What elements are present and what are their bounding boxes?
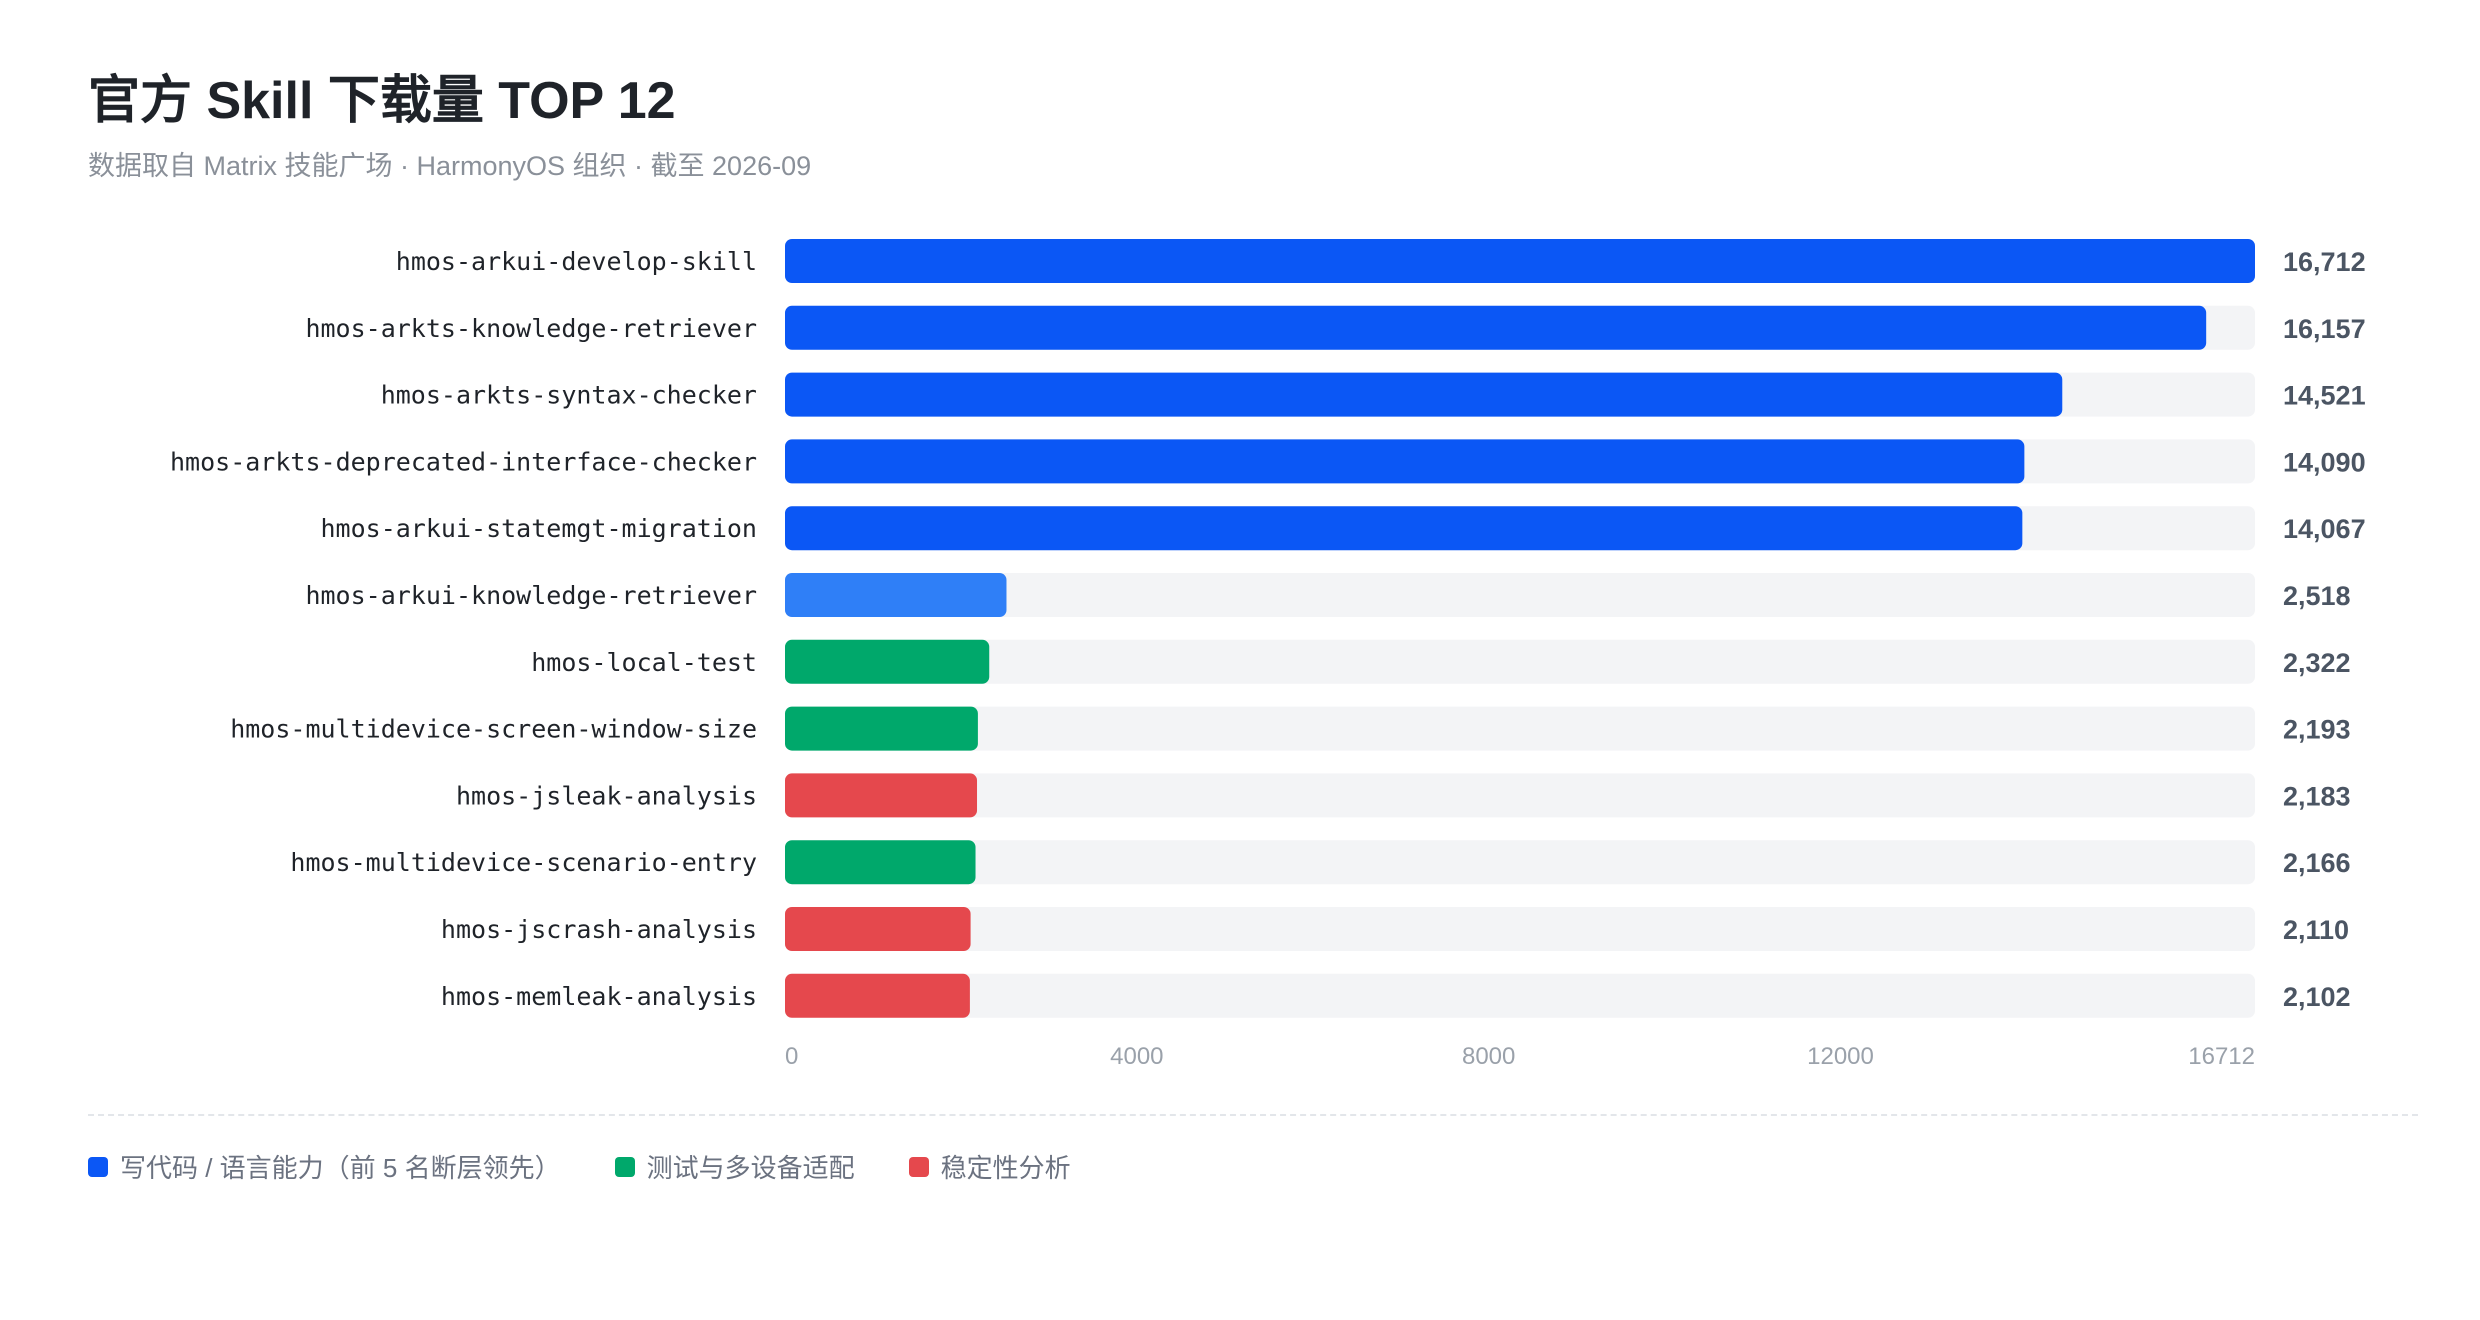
bar-track [785, 840, 2255, 885]
bar-category-label: hmos-arkts-knowledge-retriever [305, 314, 757, 343]
bar-value-label: 16,157 [2283, 314, 2366, 344]
legend-item-testing: 测试与多设备适配 [614, 1148, 855, 1185]
x-tick-label: 4000 [1110, 1043, 1163, 1070]
bar-track [785, 773, 2255, 818]
bar [785, 773, 978, 818]
legend-divider [88, 1114, 2418, 1116]
bar-category-label: hmos-jsleak-analysis [456, 781, 757, 810]
bar [785, 973, 970, 1018]
bar-track [785, 706, 2255, 751]
bar-value-label: 14,090 [2283, 447, 2366, 477]
bar [785, 439, 2025, 484]
bar-category-label: hmos-memleak-analysis [441, 982, 757, 1011]
bar-category-label: hmos-arkui-statemgt-migration [321, 514, 758, 543]
bar [785, 840, 976, 885]
bar-track [785, 573, 2255, 617]
bar [785, 573, 1007, 617]
chart-title: 官方 Skill 下载量 TOP 12 [88, 72, 676, 130]
bar [785, 239, 2255, 283]
x-tick-label: 16712 [2188, 1043, 2255, 1070]
bar-value-label: 2,193 [2283, 715, 2351, 745]
x-tick-label: 8000 [1462, 1043, 1515, 1070]
bar [785, 305, 2207, 350]
bar-value-label: 2,166 [2283, 848, 2351, 878]
bar-category-label: hmos-arkts-syntax-checker [381, 381, 757, 410]
bar [785, 706, 978, 751]
bar-category-label: hmos-jscrash-analysis [441, 915, 757, 944]
bar [785, 639, 990, 684]
bar-value-label: 2,518 [2283, 581, 2351, 611]
bar [785, 372, 2063, 417]
x-tick-label: 12000 [1807, 1043, 1874, 1070]
bar-category-label: hmos-multidevice-screen-window-size [230, 715, 757, 744]
bar-value-label: 2,102 [2283, 982, 2351, 1012]
bar-category-label: hmos-arkui-knowledge-retriever [305, 581, 757, 610]
bar [785, 506, 2023, 551]
legend-swatch-testing [614, 1156, 635, 1177]
bar-value-label: 2,110 [2283, 915, 2349, 945]
bar-category-label: hmos-multidevice-scenario-entry [290, 848, 757, 877]
bar-value-label: 2,183 [2283, 781, 2351, 811]
legend-item-coding: 写代码 / 语言能力（前 5 名断层领先） [88, 1148, 561, 1185]
legend-swatch-stability [908, 1156, 929, 1177]
bar-chart: hmos-arkui-develop-skill 16,712 hmos-arkts… [170, 239, 2366, 1070]
x-tick-label: 0 [785, 1043, 798, 1070]
chart-subtitle: 数据取自 Matrix 技能广场 · HarmonyOS 组织 · 截至 202… [88, 151, 812, 181]
legend-label-stability: 稳定性分析 [940, 1153, 1071, 1183]
bar-category-label: hmos-arkts-deprecated-interface-checker [170, 447, 757, 476]
bar-value-label: 2,322 [2283, 648, 2351, 678]
legend-label-testing: 测试与多设备适配 [646, 1153, 855, 1183]
bar-value-label: 16,712 [2283, 247, 2366, 277]
bar-track [785, 639, 2255, 684]
legend-label-coding: 写代码 / 语言能力（前 5 名断层领先） [120, 1153, 561, 1183]
legend-item-stability: 稳定性分析 [908, 1148, 1071, 1185]
legend-swatch-coding [88, 1156, 108, 1177]
bar-track [785, 973, 2255, 1018]
bar-value-label: 14,521 [2283, 381, 2366, 411]
bar-category-label: hmos-local-test [531, 648, 757, 677]
bar-track [785, 907, 2255, 951]
chart-legend: 写代码 / 语言能力（前 5 名断层领先） 测试与多设备适配 稳定性分析 [88, 1148, 1125, 1185]
bar-value-label: 14,067 [2283, 514, 2366, 544]
bar [785, 907, 971, 951]
bar-category-label: hmos-arkui-develop-skill [396, 247, 757, 276]
